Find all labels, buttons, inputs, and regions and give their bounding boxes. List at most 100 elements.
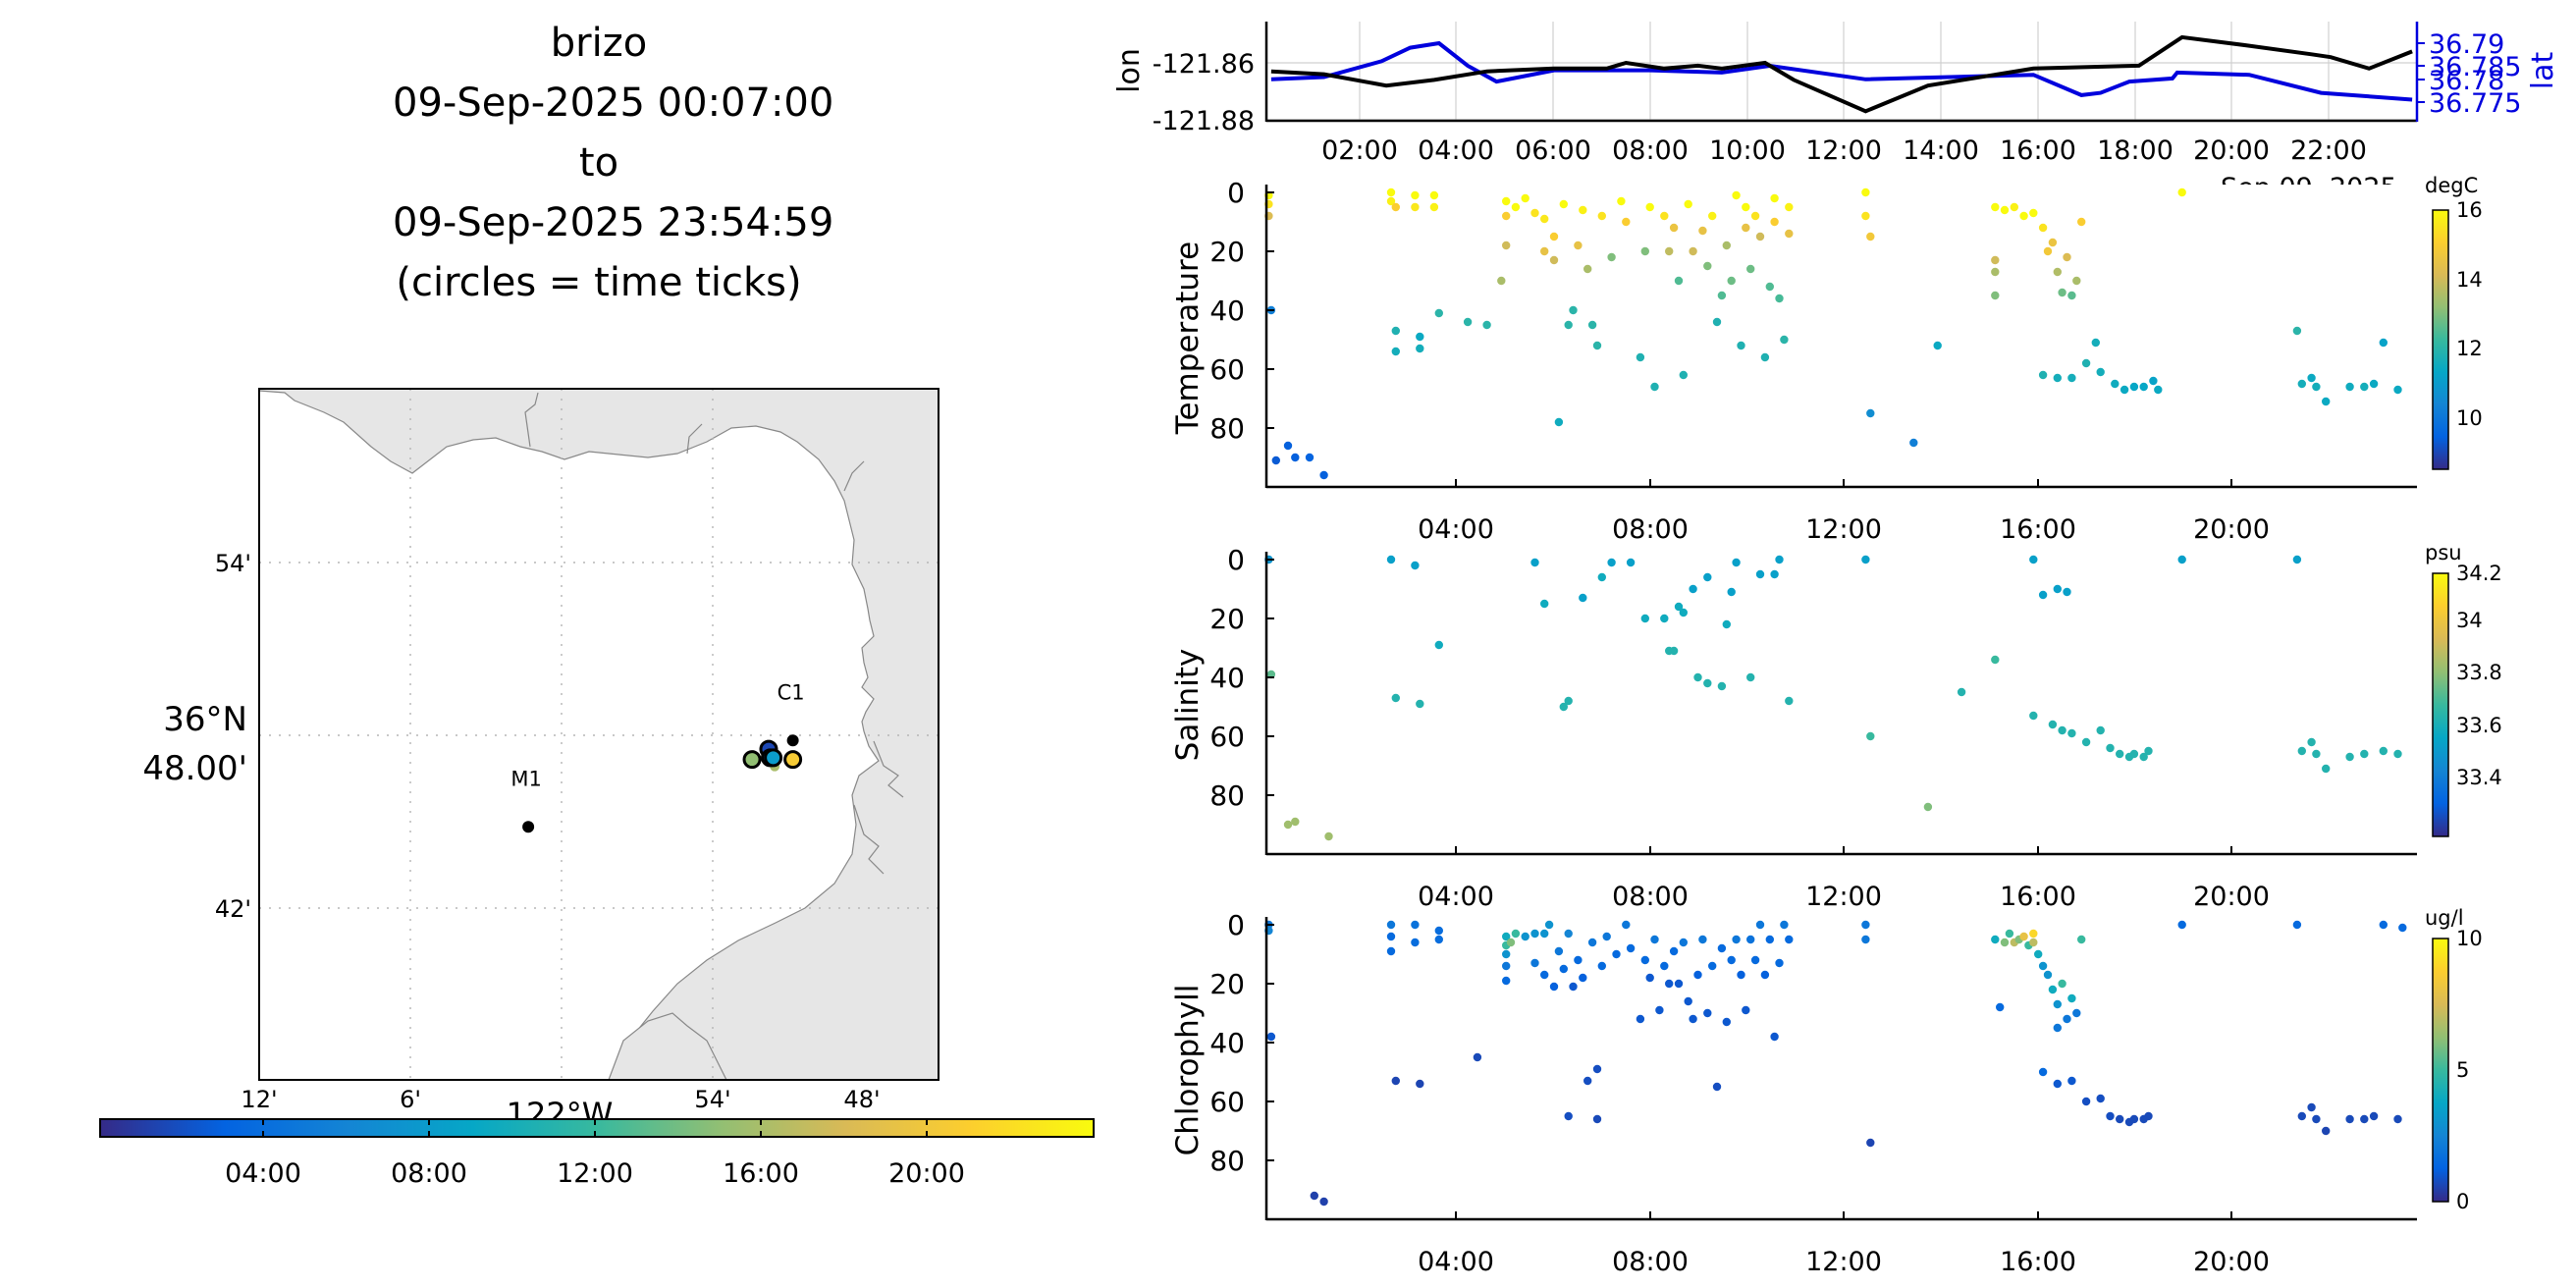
chlorophyll-point (1502, 932, 1511, 941)
temperature-point (1386, 188, 1396, 197)
temperature-point (1597, 211, 1607, 221)
map-lat-tick-54: 54' (215, 550, 251, 577)
chlorophyll-point (2345, 1114, 2354, 1124)
salinity-point (1703, 678, 1712, 688)
temperature-point (1722, 241, 1732, 250)
temperature-point (1708, 211, 1717, 221)
temperature-point (2067, 373, 2076, 383)
salinity-point (1785, 696, 1794, 706)
temperature-point (2393, 385, 2402, 395)
chlorophyll-point (1549, 982, 1559, 992)
temperature-point (1674, 276, 1684, 286)
river-lines (524, 392, 865, 492)
chlorophyll-point (2322, 1126, 2331, 1136)
chlorophyll-point (1473, 1052, 1482, 1062)
temperature-point (2345, 382, 2354, 392)
end-time: 09-Sep-2025 23:54:59 (393, 200, 834, 245)
temperature-points (1264, 188, 2402, 480)
chlorophyll-point (2096, 1094, 2105, 1103)
salinity-point (2116, 749, 2124, 759)
temperature-point (2081, 358, 2091, 368)
temperature-x-tick: 04:00 (1418, 514, 1494, 545)
temperature-point (1416, 332, 1424, 342)
chlorophyll-point (1991, 935, 2000, 944)
salinity-point (1732, 558, 1741, 567)
chlorophyll-point (1679, 938, 1689, 947)
salinity-x-tick: 16:00 (2000, 882, 2076, 912)
temperature-point (1622, 217, 1631, 227)
chlorophyll-point (2379, 920, 2388, 930)
chlorophyll-point (1665, 979, 1674, 989)
salinity-point (1564, 696, 1573, 706)
temperature-point (2312, 382, 2321, 392)
lonlat-x-tick: 10:00 (1709, 135, 1786, 166)
salinity-point (2144, 746, 2153, 756)
chlorophyll-point (1866, 1138, 1875, 1148)
salinity-cbar-tick: 34.2 (2456, 562, 2502, 585)
figure-title: brizo 09-Sep-2025 00:07:00 to 09-Sep-202… (393, 14, 834, 313)
chlorophyll-point (1765, 935, 1775, 944)
temperature-point (1549, 232, 1559, 242)
salinity-point (1703, 572, 1712, 582)
map-lat-center-label-2: 48.00' (142, 749, 247, 788)
chlorophyll-point (1746, 935, 1755, 944)
temperature-units: degC (2425, 174, 2478, 197)
salinity-cbar-tick: 33.8 (2456, 661, 2502, 684)
temperature-point (1416, 344, 1424, 353)
temperature-point (1679, 370, 1689, 380)
lonlat-lines (1270, 34, 2413, 114)
chlorophyll-point (2398, 923, 2407, 933)
temperature-point (2360, 382, 2369, 392)
chlorophyll-point (1386, 932, 1396, 941)
temperature-point (1775, 294, 1784, 303)
temperature-point (1861, 188, 1870, 197)
map-lon-tick-6: 6' (400, 1086, 421, 1113)
temperature-point (1463, 317, 1473, 327)
salinity-point (1530, 558, 1539, 567)
chlorophyll-point (1587, 938, 1597, 947)
temperature-point (1991, 202, 2000, 212)
salinity-point (2307, 737, 2316, 747)
temperature-point (1746, 264, 1755, 274)
salinity-point (2360, 749, 2369, 759)
temperature-point (1283, 441, 1293, 451)
temperature-point (1669, 223, 1679, 233)
salinity-point (2048, 720, 2058, 729)
temperature-point (2120, 385, 2129, 395)
temperature-point (1411, 190, 1420, 200)
temperature-cbar-tick: 16 (2456, 198, 2483, 222)
chlorophyll-point (2048, 985, 2058, 994)
temperature-point (1530, 208, 1539, 218)
temperature-point (1574, 241, 1583, 250)
temperature-point (1411, 202, 1420, 212)
temperature-point (2379, 338, 2388, 348)
chlorophyll-point (1775, 958, 1784, 968)
temperature-panel: 0 20 40 60 80 Temperature 04:00 08:00 12… (1170, 174, 2483, 545)
salinity-units: psu (2425, 541, 2462, 564)
chlorophyll-x-tick: 20:00 (2193, 1247, 2270, 1277)
lon-axis-label: lon (1112, 48, 1147, 93)
chlorophyll-point (2058, 979, 2066, 989)
salinity-point (1717, 681, 1727, 691)
chlorophyll-point (2000, 938, 2010, 947)
chlorophyll-point (2067, 1076, 2076, 1086)
lonlat-x-tick: 06:00 (1515, 135, 1591, 166)
temperature-point (2154, 385, 2163, 395)
time-colorbar-tick: 12:00 (557, 1158, 633, 1189)
map-panel: 54' 36°N 48.00' 42' 12' 6' 122°W 54' 48'… (99, 388, 1095, 1189)
chlorophyll-point (1742, 1005, 1750, 1015)
map-grid (259, 389, 939, 1080)
salinity-y-tick: 60 (1209, 721, 1245, 753)
salinity-point (1722, 619, 1732, 629)
salinity-point (1689, 584, 1697, 594)
salinity-point (1755, 569, 1765, 579)
temperature-point (1750, 211, 1760, 221)
chlorophyll-point (1434, 935, 1444, 944)
temperature-point (2129, 382, 2139, 392)
salinity-point (1669, 646, 1679, 656)
temperature-point (1717, 291, 1727, 300)
temperature-y-tick: 40 (1209, 295, 1245, 327)
chlorophyll-point (1411, 938, 1420, 947)
temperature-point (1732, 190, 1741, 200)
temperature-point (2072, 276, 2081, 286)
